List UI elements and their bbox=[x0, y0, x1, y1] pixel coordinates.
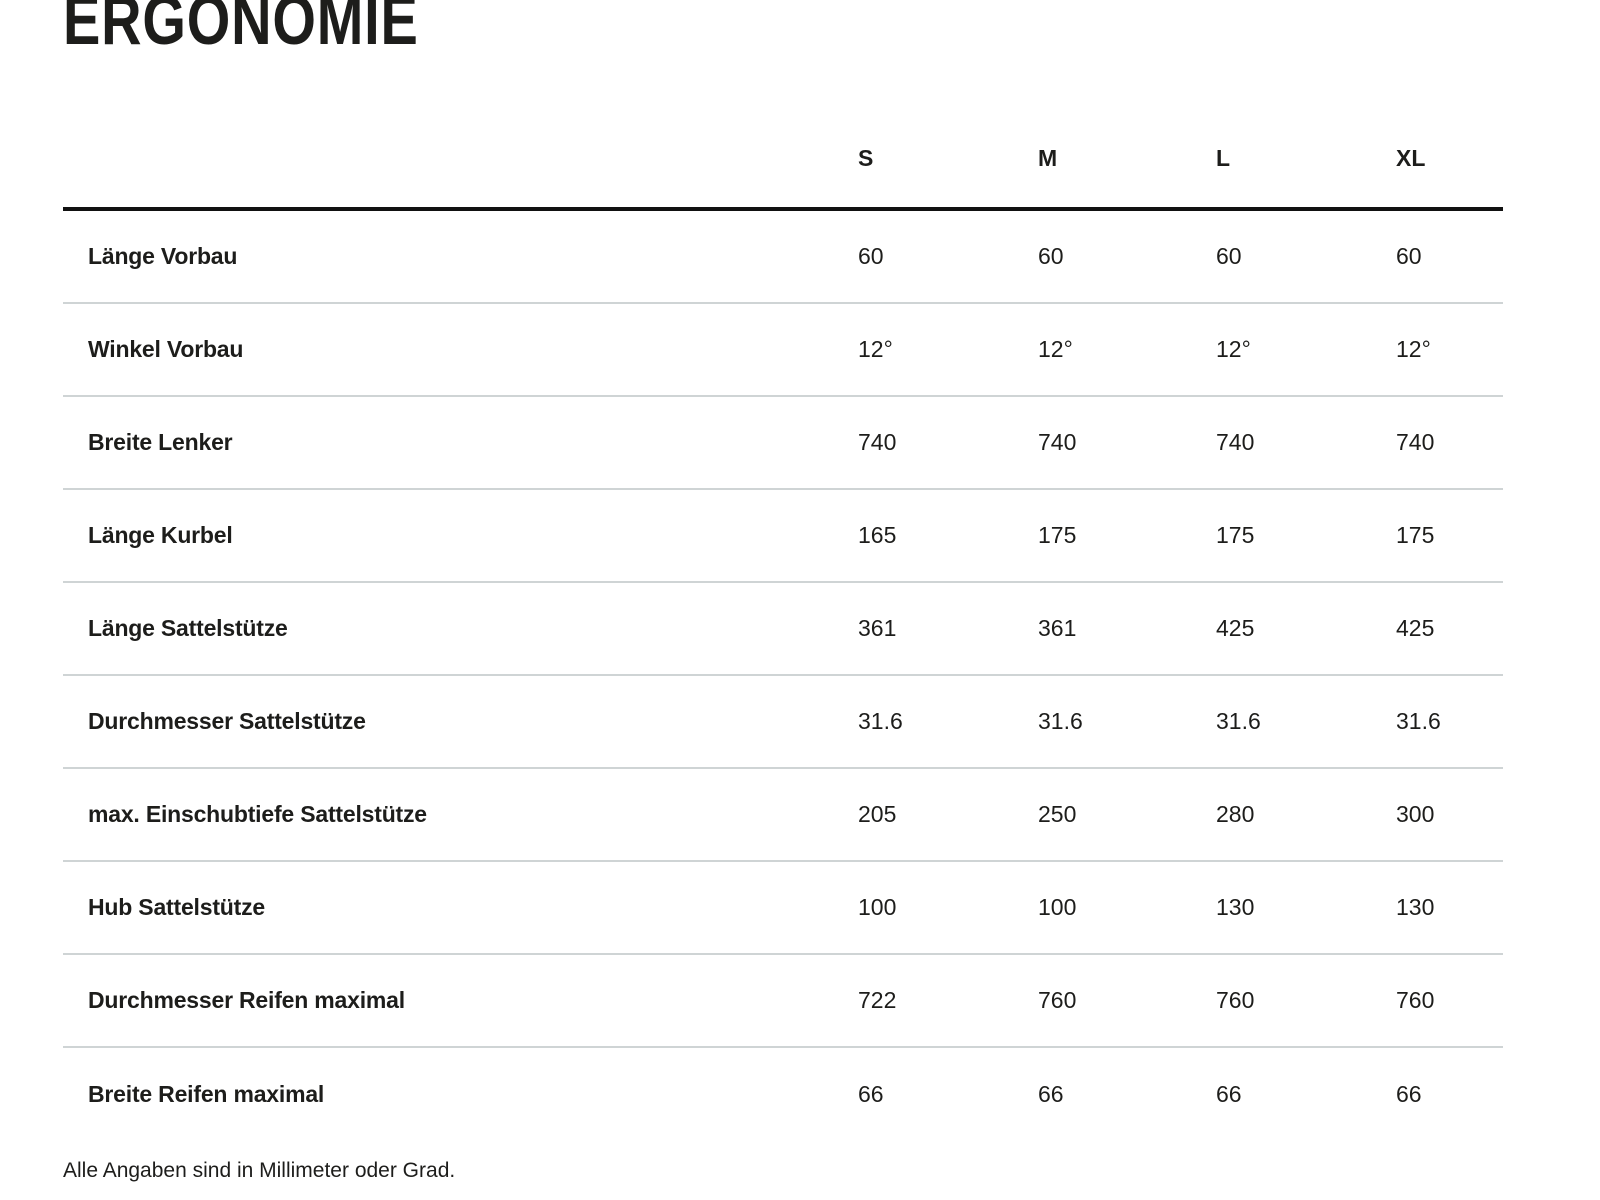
size-column-header-s: S bbox=[858, 145, 874, 171]
row-value-m: 60 bbox=[1038, 243, 1064, 269]
row-value-m: 100 bbox=[1038, 894, 1077, 920]
size-header-row: S M L XL bbox=[63, 55, 1503, 211]
table-row: Hub Sattelstütze 100 100 130 130 bbox=[63, 862, 1503, 955]
row-value-xl: 12° bbox=[1396, 336, 1431, 362]
row-value-s: 165 bbox=[858, 522, 897, 548]
size-column-header-l: L bbox=[1216, 145, 1231, 171]
row-value-s: 60 bbox=[858, 243, 884, 269]
row-value-xl: 60 bbox=[1396, 243, 1422, 269]
page-title: ERGONOMIE bbox=[63, 0, 419, 59]
size-column-header-m: M bbox=[1038, 145, 1058, 171]
row-label: Breite Reifen maximal bbox=[88, 1081, 325, 1107]
table-row: Breite Lenker 740 740 740 740 bbox=[63, 397, 1503, 490]
row-value-s: 12° bbox=[858, 336, 893, 362]
row-value-xl: 31.6 bbox=[1396, 708, 1441, 734]
row-value-l: 425 bbox=[1216, 615, 1255, 641]
row-value-l: 66 bbox=[1216, 1081, 1242, 1107]
row-value-m: 250 bbox=[1038, 801, 1077, 827]
row-value-m: 760 bbox=[1038, 987, 1077, 1013]
table-row: Winkel Vorbau 12° 12° 12° 12° bbox=[63, 304, 1503, 397]
row-label: Länge Vorbau bbox=[88, 243, 238, 269]
row-value-s: 31.6 bbox=[858, 708, 903, 734]
row-label: Länge Sattelstütze bbox=[88, 615, 288, 641]
row-value-l: 12° bbox=[1216, 336, 1251, 362]
row-value-xl: 425 bbox=[1396, 615, 1435, 641]
row-value-m: 31.6 bbox=[1038, 708, 1083, 734]
table-row: Länge Kurbel 165 175 175 175 bbox=[63, 490, 1503, 583]
row-value-l: 130 bbox=[1216, 894, 1255, 920]
row-value-s: 205 bbox=[858, 801, 897, 827]
row-label: max. Einschubtiefe Sattelstütze bbox=[88, 801, 427, 827]
row-value-s: 722 bbox=[858, 987, 897, 1013]
table-row: Durchmesser Reifen maximal 722 760 760 760 bbox=[63, 955, 1503, 1048]
row-value-l: 760 bbox=[1216, 987, 1255, 1013]
row-value-m: 12° bbox=[1038, 336, 1073, 362]
row-value-m: 175 bbox=[1038, 522, 1077, 548]
row-value-s: 100 bbox=[858, 894, 897, 920]
row-value-l: 31.6 bbox=[1216, 708, 1261, 734]
row-value-xl: 300 bbox=[1396, 801, 1435, 827]
table-row: max. Einschubtiefe Sattelstütze 205 250 280… bbox=[63, 769, 1503, 862]
row-value-xl: 760 bbox=[1396, 987, 1435, 1013]
table-row: Länge Sattelstütze 361 361 425 425 bbox=[63, 583, 1503, 676]
row-value-l: 280 bbox=[1216, 801, 1255, 827]
ergonomics-section: ERGONOMIE S M L XL Länge Vorbau 60 60 60 60 Wink… bbox=[63, 0, 1503, 1182]
row-value-l: 740 bbox=[1216, 429, 1255, 455]
row-value-s: 66 bbox=[858, 1081, 884, 1107]
row-value-l: 60 bbox=[1216, 243, 1242, 269]
row-value-l: 175 bbox=[1216, 522, 1255, 548]
row-value-m: 66 bbox=[1038, 1081, 1064, 1107]
row-label: Länge Kurbel bbox=[88, 522, 233, 548]
spec-table: Länge Vorbau 60 60 60 60 Winkel Vorbau 12° 12° 1… bbox=[63, 211, 1503, 1141]
row-label: Hub Sattelstütze bbox=[88, 894, 265, 920]
row-value-m: 740 bbox=[1038, 429, 1077, 455]
units-footnote: Alle Angaben sind in Millimeter oder Gra… bbox=[63, 1159, 456, 1182]
row-value-xl: 175 bbox=[1396, 522, 1435, 548]
table-row: Durchmesser Sattelstütze 31.6 31.6 31.6 31.6 bbox=[63, 676, 1503, 769]
row-value-xl: 130 bbox=[1396, 894, 1435, 920]
row-label: Breite Lenker bbox=[88, 429, 233, 455]
row-value-m: 361 bbox=[1038, 615, 1077, 641]
table-row: Breite Reifen maximal 66 66 66 66 bbox=[63, 1048, 1503, 1141]
row-label: Durchmesser Reifen maximal bbox=[88, 987, 405, 1013]
size-column-header-xl: XL bbox=[1396, 145, 1426, 171]
row-value-xl: 740 bbox=[1396, 429, 1435, 455]
row-label: Winkel Vorbau bbox=[88, 336, 244, 362]
row-label: Durchmesser Sattelstütze bbox=[88, 708, 366, 734]
table-row: Länge Vorbau 60 60 60 60 bbox=[63, 211, 1503, 304]
row-value-s: 361 bbox=[858, 615, 897, 641]
row-value-s: 740 bbox=[858, 429, 897, 455]
row-value-xl: 66 bbox=[1396, 1081, 1422, 1107]
